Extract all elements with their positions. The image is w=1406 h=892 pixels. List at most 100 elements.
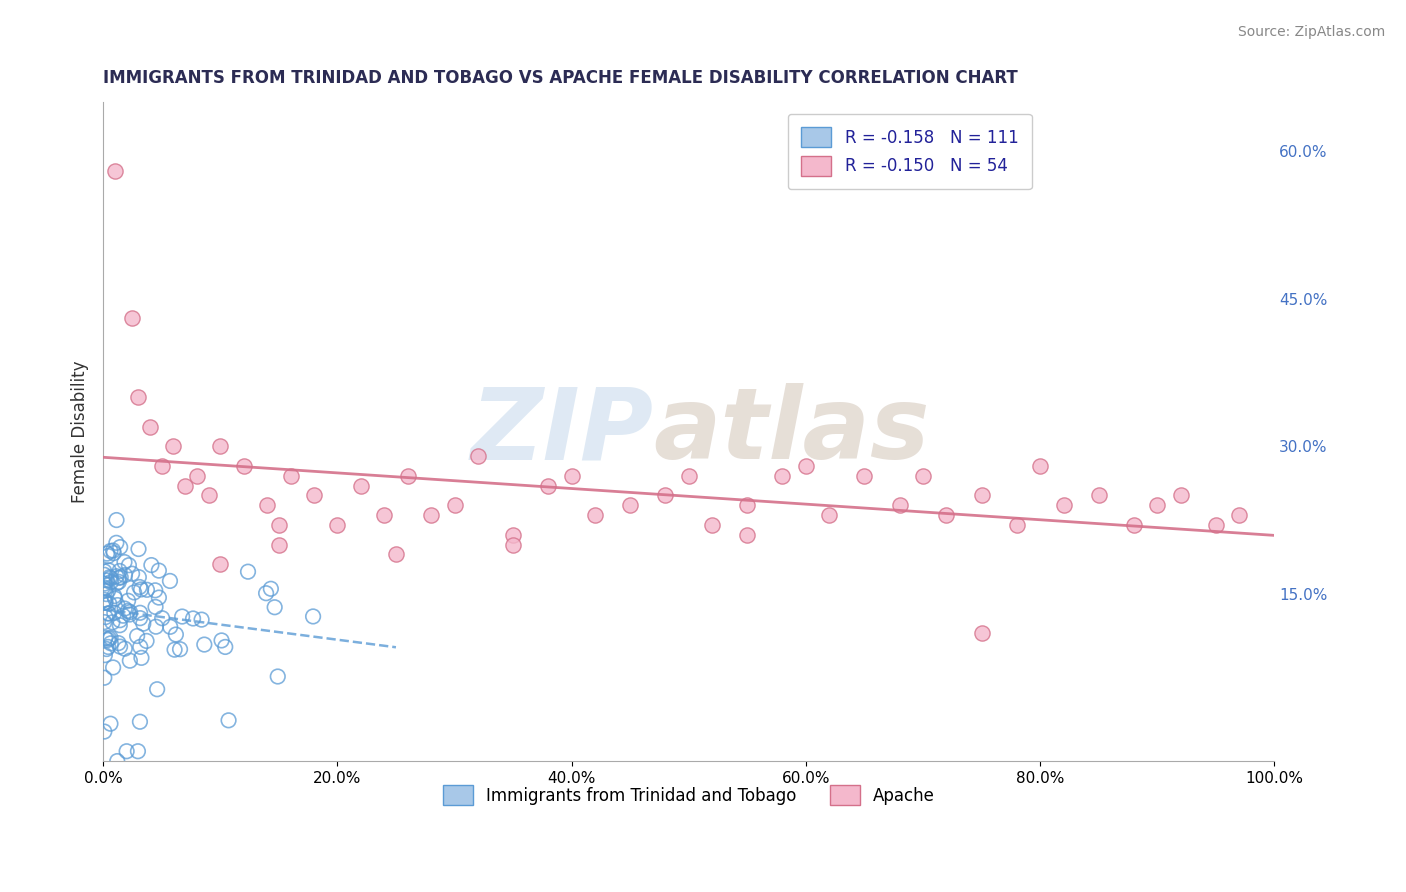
Point bbox=[94, 581, 117, 595]
Point bbox=[97, 564, 120, 578]
Point bbox=[911, 468, 934, 483]
Point bbox=[107, 636, 129, 650]
Point bbox=[172, 609, 194, 624]
Point bbox=[502, 528, 524, 542]
Point bbox=[100, 574, 122, 589]
Point bbox=[105, 576, 128, 591]
Point bbox=[97, 632, 120, 647]
Point bbox=[193, 638, 215, 652]
Point bbox=[502, 538, 524, 552]
Point bbox=[114, 555, 136, 569]
Point bbox=[93, 615, 115, 629]
Point bbox=[107, 598, 129, 612]
Point bbox=[107, 571, 129, 585]
Point bbox=[280, 468, 302, 483]
Point bbox=[94, 610, 117, 624]
Point bbox=[104, 164, 127, 178]
Point bbox=[93, 593, 115, 607]
Point bbox=[209, 439, 232, 453]
Point bbox=[1170, 488, 1192, 502]
Point bbox=[146, 682, 169, 697]
Point bbox=[114, 641, 136, 656]
Point bbox=[420, 508, 443, 523]
Point bbox=[94, 595, 117, 609]
Point bbox=[127, 744, 149, 758]
Point bbox=[103, 546, 125, 560]
Point bbox=[103, 589, 125, 603]
Text: IMMIGRANTS FROM TRINIDAD AND TOBAGO VS APACHE FEMALE DISABILITY CORRELATION CHAR: IMMIGRANTS FROM TRINIDAD AND TOBAGO VS A… bbox=[103, 69, 1018, 87]
Point bbox=[117, 604, 139, 618]
Point bbox=[1205, 518, 1227, 533]
Point bbox=[132, 616, 155, 631]
Point bbox=[186, 468, 208, 483]
Point bbox=[232, 458, 254, 473]
Point bbox=[302, 609, 325, 624]
Point bbox=[256, 498, 278, 512]
Point bbox=[263, 600, 285, 615]
Point bbox=[159, 620, 181, 634]
Point bbox=[1122, 518, 1144, 533]
Point bbox=[145, 599, 167, 614]
Point bbox=[737, 498, 759, 512]
Point bbox=[93, 671, 115, 685]
Point bbox=[108, 574, 131, 589]
Point bbox=[818, 508, 841, 523]
Point bbox=[131, 650, 153, 665]
Point bbox=[121, 566, 143, 581]
Point bbox=[100, 571, 122, 585]
Point bbox=[165, 627, 187, 641]
Point bbox=[794, 458, 817, 473]
Point bbox=[94, 648, 117, 662]
Point bbox=[104, 591, 127, 606]
Point bbox=[98, 597, 121, 611]
Point bbox=[129, 582, 152, 597]
Point bbox=[163, 642, 186, 657]
Point bbox=[537, 478, 560, 492]
Text: ZIP: ZIP bbox=[471, 383, 654, 480]
Point bbox=[94, 596, 117, 610]
Point bbox=[148, 591, 170, 605]
Point bbox=[108, 640, 131, 654]
Point bbox=[103, 606, 125, 620]
Point bbox=[267, 669, 290, 683]
Point bbox=[96, 642, 118, 657]
Point bbox=[97, 549, 120, 563]
Point bbox=[108, 618, 131, 632]
Point bbox=[654, 488, 676, 502]
Point bbox=[100, 544, 122, 558]
Point bbox=[135, 634, 157, 648]
Point bbox=[127, 390, 149, 404]
Point bbox=[143, 583, 166, 598]
Point bbox=[350, 478, 373, 492]
Point bbox=[267, 518, 290, 533]
Point bbox=[108, 540, 131, 554]
Point bbox=[1087, 488, 1109, 502]
Point bbox=[236, 565, 259, 579]
Point bbox=[122, 585, 145, 599]
Point bbox=[302, 488, 325, 502]
Point bbox=[114, 601, 136, 615]
Point bbox=[98, 632, 121, 646]
Point bbox=[737, 528, 759, 542]
Point bbox=[118, 607, 141, 622]
Point bbox=[110, 570, 132, 584]
Point bbox=[373, 508, 395, 523]
Point bbox=[97, 607, 120, 621]
Point bbox=[583, 508, 606, 523]
Point bbox=[1146, 498, 1168, 512]
Point bbox=[561, 468, 583, 483]
Point bbox=[218, 714, 240, 728]
Point bbox=[267, 538, 290, 552]
Point bbox=[96, 587, 118, 601]
Point bbox=[129, 640, 152, 654]
Point bbox=[101, 543, 124, 558]
Point bbox=[150, 611, 173, 625]
Point bbox=[702, 518, 724, 533]
Point bbox=[181, 611, 204, 625]
Point bbox=[97, 607, 120, 621]
Point bbox=[108, 613, 131, 627]
Point bbox=[159, 574, 181, 588]
Point bbox=[94, 583, 117, 598]
Point bbox=[93, 567, 115, 582]
Point bbox=[260, 582, 283, 596]
